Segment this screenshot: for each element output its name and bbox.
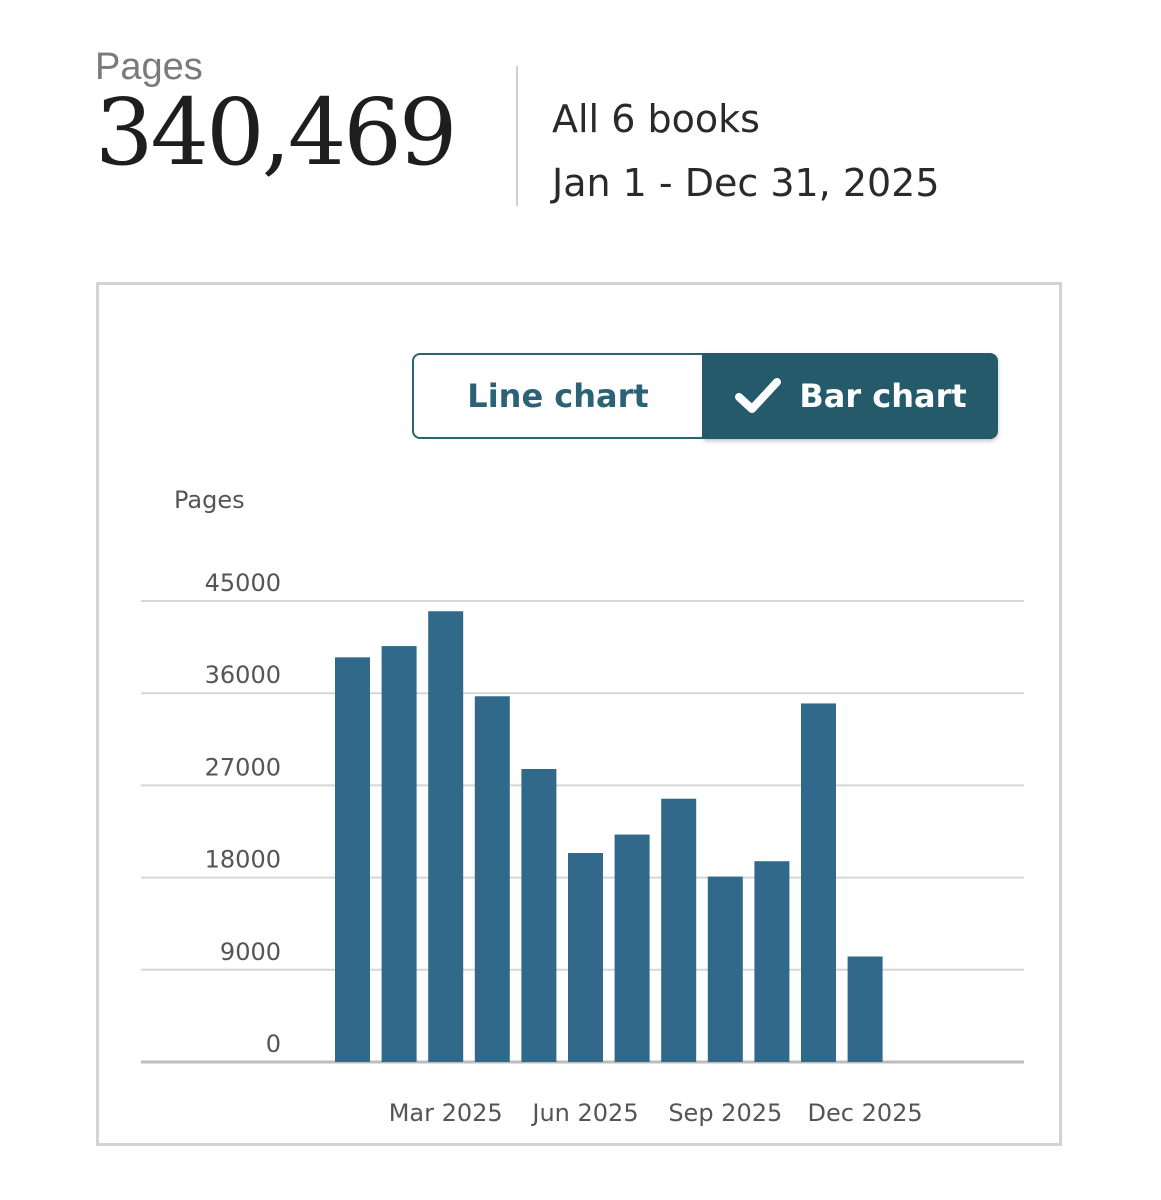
y-axis-label: Pages [174,486,245,514]
y-tick-label: 0 [266,1030,281,1058]
y-tick-label: 27000 [205,753,281,781]
checkmark-icon [735,378,782,413]
metric-value: 340,469 [95,79,457,186]
bar-chart: Pages 0 9000 18000 27000 36000 45000 Mar 2025 Ju… [141,486,1024,1127]
x-tick-label: Mar 2025 [389,1099,503,1127]
bar[interactable] [474,696,510,1062]
summary-divider [516,66,518,206]
bar[interactable] [801,703,836,1062]
bar[interactable] [568,853,603,1062]
bar[interactable] [335,657,370,1062]
x-tick-label: Dec 2025 [808,1099,923,1127]
line-chart-button[interactable]: Line chart [412,353,704,439]
bar[interactable] [707,876,743,1062]
bar[interactable] [521,769,557,1062]
metric-label: Pages [95,46,203,88]
bar[interactable] [381,646,417,1062]
chart-type-toggle: Line chart Bar chart [412,353,998,439]
bar[interactable] [661,798,697,1062]
bar[interactable] [428,611,464,1062]
line-chart-label: Line chart [467,377,649,415]
bar-chart-label: Bar chart [799,377,967,415]
x-tick-label: Jun 2025 [530,1099,638,1127]
y-tick-label: 36000 [205,661,281,689]
y-tick-label: 18000 [205,846,281,874]
chart-card: Line chart Bar chart Pages 0 9000 18000 2700… [96,282,1062,1146]
bar[interactable] [754,861,790,1062]
date-range: Jan 1 - Dec 31, 2025 [552,161,940,205]
y-tick-label: 9000 [220,938,281,966]
book-scope: All 6 books [552,97,760,141]
bar[interactable] [614,834,650,1062]
bar[interactable] [847,956,883,1062]
x-tick-label: Sep 2025 [668,1099,782,1127]
y-tick-label: 45000 [205,569,281,597]
bar-chart-button[interactable]: Bar chart [704,353,998,439]
